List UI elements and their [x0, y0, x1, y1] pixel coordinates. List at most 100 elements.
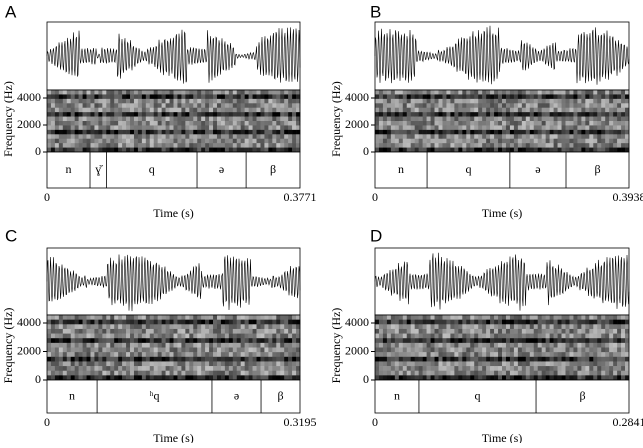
spectrogram-cell: [439, 103, 443, 108]
spectrogram-cell: [601, 143, 605, 148]
spectrogram-cell: [134, 139, 138, 144]
spectrogram-cell: [605, 134, 609, 139]
spectrogram-cell: [589, 125, 593, 130]
spectrogram-cell: [67, 329, 71, 334]
waveform-box: [47, 248, 300, 315]
spectrogram-cell: [589, 143, 593, 148]
spectrogram-cell: [478, 343, 482, 348]
spectrogram-cell: [122, 94, 126, 99]
spectrogram: [47, 90, 300, 152]
spectrogram-cell: [83, 108, 87, 113]
spectrogram-cell: [257, 329, 261, 334]
spectrogram-cell: [569, 134, 573, 139]
spectrogram-cell: [399, 130, 403, 135]
spectrogram-cell: [490, 352, 494, 357]
spectrogram-cell: [498, 125, 502, 130]
spectrogram-cell: [118, 361, 122, 366]
spectrogram-cell: [130, 343, 134, 348]
spectrogram-cell: [90, 117, 94, 122]
spectrogram-cell: [114, 315, 118, 320]
spectrogram-cell: [375, 99, 379, 104]
spectrogram-cell: [454, 320, 458, 325]
spectrogram-cell: [534, 348, 538, 353]
spectrogram-cell: [284, 357, 288, 362]
spectrogram-cell: [446, 134, 450, 139]
spectrogram-cell: [621, 343, 625, 348]
spectrogram-cell: [613, 139, 617, 144]
spectrogram-cell: [554, 329, 558, 334]
spectrogram-cell: [94, 338, 98, 343]
spectrogram-cell: [209, 334, 213, 339]
spectrogram-cell: [450, 366, 454, 371]
spectrogram-cell: [478, 338, 482, 343]
spectrogram-cell: [233, 352, 237, 357]
spectrogram-cell: [558, 139, 562, 144]
spectrogram-cell: [122, 361, 126, 366]
spectrogram-cell: [260, 90, 264, 95]
spectrogram-cell: [63, 357, 67, 362]
spectrogram-cell: [225, 103, 229, 108]
spectrogram-cell: [478, 108, 482, 113]
spectrogram-cell: [229, 94, 233, 99]
spectrogram-cell: [221, 366, 225, 371]
spectrogram-cell: [502, 117, 506, 122]
spectrogram-cell: [415, 348, 419, 353]
spectrogram-cell: [577, 343, 581, 348]
spectrogram-cell: [213, 90, 217, 95]
spectrogram-cell: [67, 139, 71, 144]
spectrogram-cell: [55, 375, 59, 380]
spectrogram-cell: [391, 130, 395, 135]
spectrogram-cell: [118, 348, 122, 353]
segment-label: q: [465, 162, 471, 176]
spectrogram-cell: [209, 143, 213, 148]
spectrogram-cell: [474, 366, 478, 371]
spectrogram-cell: [264, 125, 268, 130]
spectrogram-cell: [106, 130, 110, 135]
spectrogram-cell: [102, 134, 106, 139]
spectrogram-cell: [474, 121, 478, 126]
spectrogram-cell: [458, 108, 462, 113]
spectrogram-cell: [249, 94, 253, 99]
spectrogram-cell: [617, 324, 621, 329]
spectrogram-cell: [154, 320, 158, 325]
spectrogram-cell: [118, 108, 122, 113]
spectrogram-cell: [284, 329, 288, 334]
spectrogram-cell: [253, 352, 257, 357]
spectrogram-cell: [217, 90, 221, 95]
spectrogram-cell: [446, 108, 450, 113]
spectrogram-cell: [55, 130, 59, 135]
spectrogram-cell: [542, 134, 546, 139]
spectrogram-cell: [415, 352, 419, 357]
spectrogram-cell: [613, 315, 617, 320]
spectrogram-cell: [621, 125, 625, 130]
spectrogram-cell: [233, 108, 237, 113]
spectrogram-cell: [427, 99, 431, 104]
spectrogram-cell: [134, 324, 138, 329]
spectrogram-cell: [573, 348, 577, 353]
spectrogram-cell: [542, 125, 546, 130]
spectrogram-cell: [245, 324, 249, 329]
spectrogram-cell: [403, 94, 407, 99]
spectrogram-cell: [403, 125, 407, 130]
spectrogram-cell: [102, 99, 106, 104]
spectrogram-cell: [174, 352, 178, 357]
spectrogram-cell: [522, 343, 526, 348]
spectrogram-cell: [546, 324, 550, 329]
spectrogram-cell: [534, 134, 538, 139]
spectrogram-cell: [597, 371, 601, 376]
spectrogram-cell: [546, 357, 550, 362]
spectrogram-cell: [510, 334, 514, 339]
spectrogram-cell: [276, 148, 280, 153]
spectrogram-cell: [423, 343, 427, 348]
spectrogram-cell: [462, 143, 466, 148]
spectrogram-cell: [379, 108, 383, 113]
spectrogram-cell: [482, 329, 486, 334]
spectrogram-cell: [407, 375, 411, 380]
spectrogram-cell: [554, 130, 558, 135]
spectrogram-cell: [562, 348, 566, 353]
spectrogram-cell: [51, 334, 55, 339]
spectrogram-cell: [237, 125, 241, 130]
spectrogram-cell: [411, 348, 415, 353]
spectrogram-cell: [494, 366, 498, 371]
spectrogram-cell: [162, 352, 166, 357]
